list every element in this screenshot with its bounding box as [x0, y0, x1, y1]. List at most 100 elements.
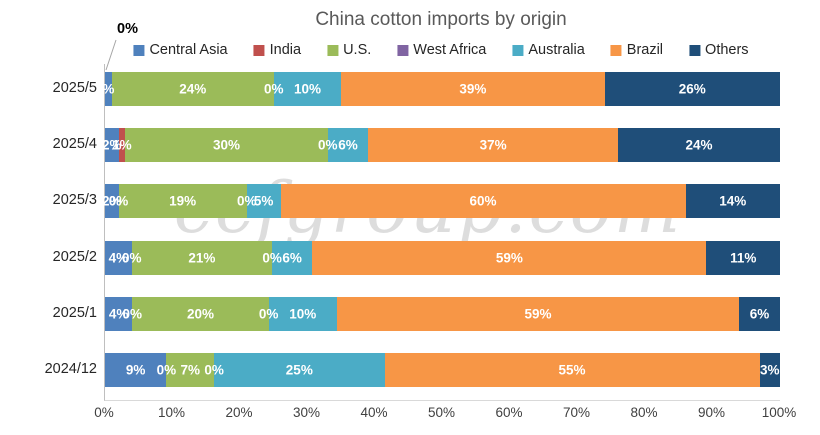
- india-value-label: 0%: [122, 306, 143, 322]
- callout-label: 0%: [117, 21, 138, 37]
- bar-row-2025-4: 2% 1% 30% 0% 6% 37% 24%: [102, 128, 780, 163]
- central-asia-value-label: 9%: [125, 362, 146, 378]
- others-value-label: 3%: [760, 362, 780, 378]
- west-africa-value-label: 0%: [317, 137, 338, 153]
- u-s-segment: [111, 72, 274, 106]
- x-axis-tick-90pct: 90%: [697, 405, 726, 420]
- central-asia-value-label: 4%: [108, 306, 129, 322]
- brazil-segment: [368, 128, 618, 163]
- x-axis-tick-20pct: 20%: [225, 405, 253, 420]
- brazil-segment: [341, 72, 605, 106]
- y-axis-label-2025-3: 2025/3: [52, 192, 97, 209]
- others-value-label: 26%: [678, 81, 706, 97]
- legend-item-others: Others: [689, 42, 749, 58]
- y-axis-label-2024-12: 2024/12: [44, 361, 97, 377]
- india-value-label: 1%: [112, 137, 132, 153]
- australia-value-label: 6%: [338, 137, 358, 153]
- australia-value-label: 25%: [285, 362, 313, 378]
- legend-item-u-s: U.S.: [327, 42, 371, 58]
- brazil-value-label: 39%: [459, 81, 487, 97]
- others-segment: [759, 353, 780, 387]
- west-africa-value-label: 0%: [262, 250, 282, 266]
- legend: Central Asia India U.S. West Africa Australi…: [133, 42, 749, 58]
- legend-item-central-asia: Central Asia: [133, 42, 228, 58]
- brazil-value-label: 55%: [558, 362, 586, 378]
- y-axis-label-2025-4: 2025/4: [52, 136, 97, 153]
- x-axis-tick-0pct: 0%: [94, 405, 114, 420]
- u-s-segment: [132, 296, 269, 331]
- central-asia-segment: [105, 128, 119, 163]
- bar-row-2025-2: 4% 0% 21% 0% 6% 59% 11%: [105, 240, 780, 275]
- y-axis-label-2025-2: 2025/2: [52, 248, 97, 265]
- australia-value-label: 10%: [293, 81, 322, 97]
- x-axis-tick-10pct: 10%: [157, 405, 186, 420]
- y-axis-label-2025-5: 2025/5: [52, 80, 97, 96]
- legend-swatch-u-s: [327, 44, 339, 56]
- west-africa-value-label: 0%: [204, 362, 224, 378]
- bar-row-2025-3: 2% 0% 19% 0% 5% 60% 14%: [101, 184, 780, 219]
- legend-swatch-central-asia: [133, 44, 145, 56]
- bar-row-2025-5: % 24% 0% 10% 39% 26%: [102, 72, 780, 106]
- others-value-label: 11%: [730, 250, 757, 266]
- x-axis-tick-100pct: 100%: [761, 405, 797, 420]
- australia-segment: [273, 72, 342, 106]
- legend-label-india: India: [269, 42, 302, 58]
- central-asia-value-label: 2%: [101, 193, 122, 209]
- others-segment: [604, 72, 780, 106]
- legend-item-brazil: Brazil: [610, 42, 664, 58]
- others-segment: [685, 184, 780, 219]
- australia-value-label: 10%: [289, 306, 317, 322]
- central-asia-segment: [105, 72, 112, 106]
- y-axis-label-2025-1: 2025/1: [52, 304, 97, 321]
- legend-swatch-brazil: [610, 44, 622, 56]
- india-value-label: 0%: [121, 250, 142, 266]
- brazil-segment: [336, 296, 740, 331]
- brazil-value-label: 59%: [495, 250, 523, 266]
- x-axis-tick-50pct: 50%: [427, 405, 456, 420]
- legend-label-brazil: Brazil: [626, 42, 664, 58]
- u-s-segment: [125, 128, 328, 163]
- x-axis: 0% 10% 20% 30% 40% 50% 60% 70% 80% 90% 100%: [94, 405, 796, 427]
- india-segment: [118, 128, 126, 163]
- u-s-segment: [131, 240, 273, 275]
- u-s-segment: [166, 353, 215, 387]
- legend-label-australia: Australia: [528, 42, 585, 58]
- others-value-label: 14%: [719, 193, 747, 209]
- u-s-value-label: 19%: [169, 193, 197, 209]
- west-africa-value-label: 0%: [236, 193, 257, 209]
- central-asia-segment: [105, 296, 133, 331]
- west-africa-value-label: 0%: [258, 306, 279, 322]
- central-asia-segment: [105, 240, 132, 275]
- bar-row-2024-12: 9% 0% 7% 0% 25% 55% 3%: [105, 353, 780, 387]
- legend-swatch-australia: [512, 44, 524, 56]
- legend-label-central-asia: Central Asia: [149, 42, 228, 58]
- central-asia-value-label: %: [102, 81, 115, 97]
- legend-swatch-others: [689, 44, 701, 56]
- india-value-label: 0%: [156, 362, 177, 378]
- brazil-value-label: 37%: [479, 137, 507, 153]
- legend-item-australia: Australia: [512, 42, 585, 58]
- x-axis-tick-70pct: 70%: [562, 405, 591, 420]
- u-s-value-label: 21%: [188, 250, 216, 266]
- australia-segment: [268, 296, 337, 331]
- australia-segment: [246, 184, 281, 219]
- legend-swatch-india: [253, 44, 265, 56]
- others-segment: [706, 240, 780, 275]
- x-axis-tick-30pct: 30%: [292, 405, 321, 420]
- australia-segment: [327, 128, 369, 163]
- u-s-value-label: 20%: [186, 306, 214, 322]
- brazil-segment: [280, 184, 686, 219]
- legend-label-west-africa: West Africa: [413, 42, 487, 58]
- australia-value-label: 6%: [282, 250, 302, 266]
- chart-title: China cotton imports by origin: [315, 9, 567, 30]
- legend-swatch-west-africa: [397, 44, 409, 56]
- bar-row-2025-1: 4% 0% 20% 0% 10% 59% 6%: [105, 296, 780, 331]
- brazil-segment: [384, 353, 760, 387]
- india-value-label: 0%: [108, 193, 129, 209]
- australia-value-label: 5%: [253, 193, 274, 209]
- australia-segment: [214, 353, 385, 387]
- u-s-value-label: 24%: [179, 81, 207, 97]
- central-asia-segment: [105, 184, 119, 219]
- brazil-value-label: 59%: [524, 306, 552, 322]
